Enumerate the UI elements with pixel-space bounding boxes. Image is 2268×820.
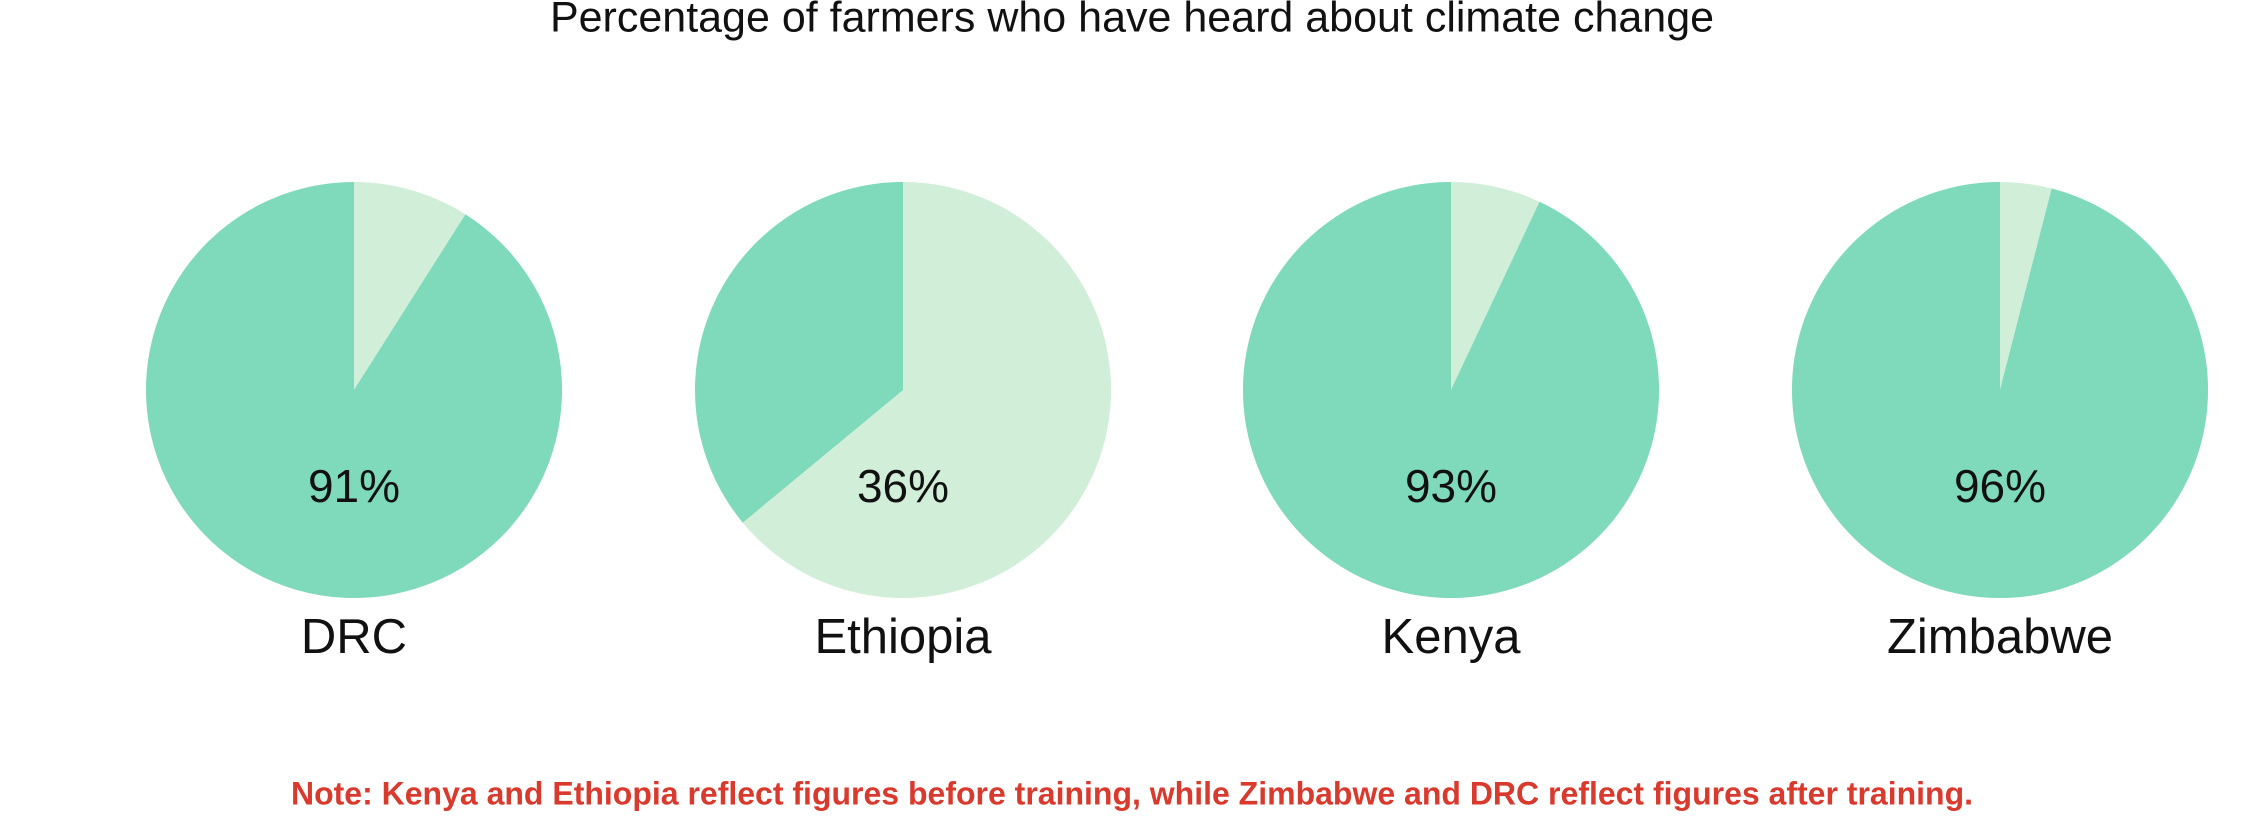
category-label: Zimbabwe	[1887, 610, 2113, 664]
value-label: 36%	[857, 460, 949, 512]
note: Note: Kenya and Ethiopia reflect figures…	[291, 775, 1973, 811]
value-label: 91%	[308, 460, 400, 512]
value-label: 96%	[1954, 460, 2046, 512]
category-label: Kenya	[1382, 610, 1522, 664]
pie-slice	[1792, 182, 2208, 598]
pie-slice	[694, 182, 903, 523]
pie-slice	[1243, 182, 1659, 598]
category-label: Ethiopia	[814, 610, 992, 664]
value-label: 93%	[1405, 460, 1497, 512]
category-label: DRC	[301, 610, 407, 664]
pie-slice	[146, 182, 562, 598]
chart-title: Percentage of farmers who have heard abo…	[550, 0, 1714, 41]
